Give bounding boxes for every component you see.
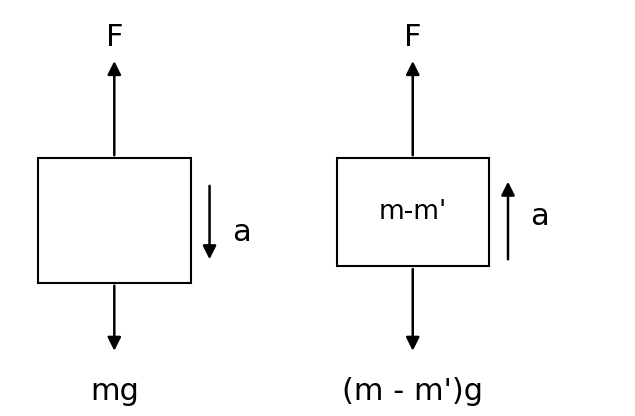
Text: a: a bbox=[530, 202, 549, 231]
Text: a: a bbox=[232, 218, 251, 248]
Text: F: F bbox=[404, 23, 422, 52]
Text: m-m': m-m' bbox=[378, 199, 447, 225]
Text: F: F bbox=[105, 23, 123, 52]
Bar bbox=[337, 158, 489, 266]
Bar bbox=[38, 158, 190, 283]
Text: (m - m')g: (m - m')g bbox=[342, 376, 483, 406]
Text: mg: mg bbox=[90, 376, 138, 406]
